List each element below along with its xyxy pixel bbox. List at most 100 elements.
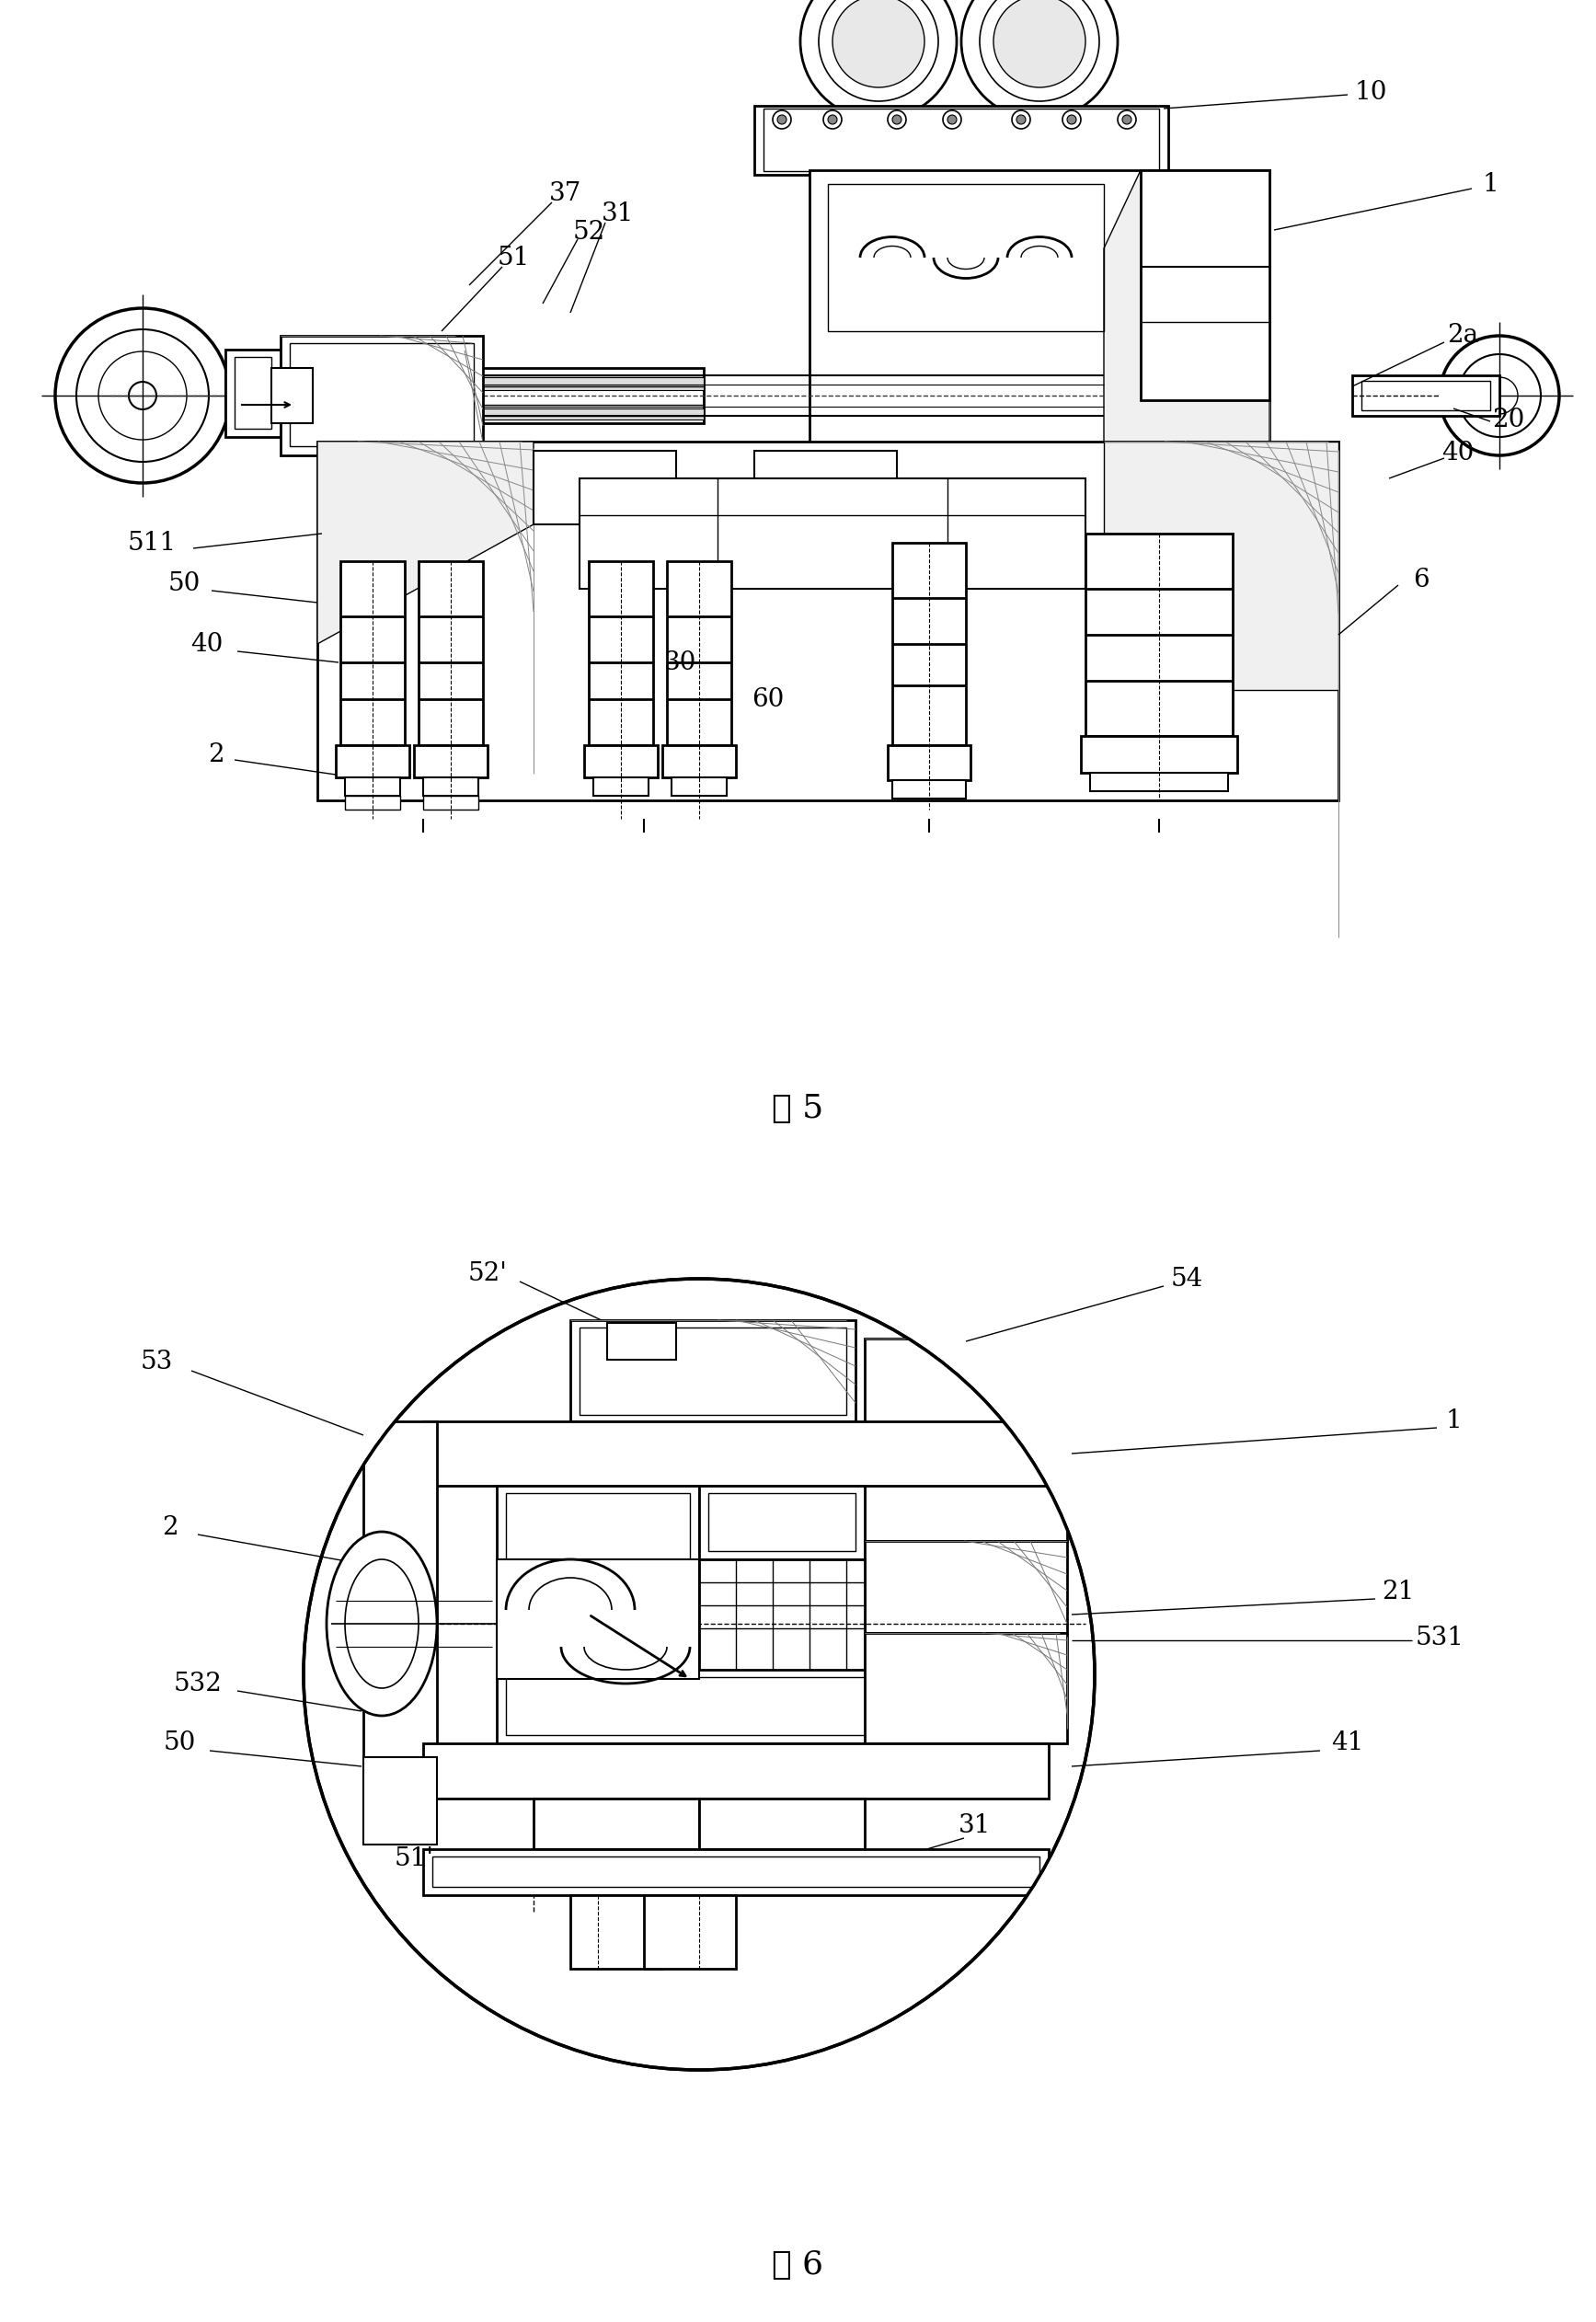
Text: 41: 41 <box>1331 1730 1365 1755</box>
Circle shape <box>1017 116 1026 123</box>
Text: 40: 40 <box>190 632 223 657</box>
Bar <box>364 1421 437 1772</box>
Bar <box>699 1560 865 1679</box>
Text: 2a: 2a <box>1448 323 1478 348</box>
Bar <box>579 1328 846 1414</box>
Circle shape <box>56 309 230 483</box>
Bar <box>865 1632 1068 1744</box>
Circle shape <box>303 1279 1095 2069</box>
Circle shape <box>1459 355 1540 437</box>
Text: 51: 51 <box>496 246 530 269</box>
Text: 531: 531 <box>1416 1625 1464 1651</box>
Circle shape <box>1068 116 1076 123</box>
Text: 40: 40 <box>1441 441 1475 464</box>
Bar <box>271 367 313 423</box>
Bar <box>413 745 487 778</box>
Text: 2: 2 <box>207 743 225 766</box>
Bar <box>809 170 1269 446</box>
Bar <box>709 1493 855 1551</box>
Bar <box>667 562 731 745</box>
Bar <box>887 745 970 780</box>
Bar <box>225 367 704 423</box>
Bar <box>755 107 1168 174</box>
Bar <box>345 796 401 810</box>
Bar <box>506 1676 1039 1735</box>
Bar <box>364 1758 437 1844</box>
Bar <box>335 745 409 778</box>
Circle shape <box>1063 111 1080 128</box>
Bar <box>1361 381 1491 411</box>
Bar <box>892 543 966 745</box>
Circle shape <box>828 116 836 123</box>
Text: 53: 53 <box>140 1349 172 1375</box>
Bar <box>699 1486 865 1560</box>
Text: 50: 50 <box>168 571 200 597</box>
Circle shape <box>892 116 902 123</box>
Circle shape <box>800 0 956 121</box>
Circle shape <box>961 0 1117 121</box>
Circle shape <box>129 381 156 409</box>
Text: 6: 6 <box>1412 567 1430 592</box>
Bar <box>423 1421 1049 1486</box>
Text: 37: 37 <box>549 181 583 207</box>
Circle shape <box>1117 111 1136 128</box>
Polygon shape <box>318 441 533 643</box>
Bar <box>1090 773 1227 792</box>
Bar <box>506 1493 689 1663</box>
Polygon shape <box>1104 441 1339 690</box>
Circle shape <box>772 111 792 128</box>
Text: 50: 50 <box>163 1730 196 1755</box>
Text: 1: 1 <box>1483 172 1499 197</box>
Bar <box>1080 736 1237 773</box>
Text: 30: 30 <box>664 650 697 676</box>
Text: 52: 52 <box>573 218 605 244</box>
Bar <box>533 450 677 525</box>
Text: 21: 21 <box>1382 1579 1414 1605</box>
Bar <box>225 409 704 420</box>
Bar <box>1352 376 1499 416</box>
Bar <box>345 778 401 796</box>
Bar <box>662 745 736 778</box>
Bar <box>865 1542 1068 1632</box>
Text: 532: 532 <box>174 1672 222 1695</box>
Polygon shape <box>496 1560 699 1679</box>
Bar <box>865 1337 1068 1542</box>
Bar <box>533 1800 699 1848</box>
Text: 54: 54 <box>1170 1265 1203 1291</box>
Bar <box>496 1670 1049 1744</box>
Text: 图 5: 图 5 <box>772 1094 824 1124</box>
Bar <box>828 183 1104 332</box>
Text: 10: 10 <box>1355 79 1387 104</box>
Text: 60: 60 <box>752 687 784 711</box>
Text: 31: 31 <box>602 202 635 228</box>
Circle shape <box>77 330 209 462</box>
Bar <box>423 1744 1049 1800</box>
Bar <box>290 344 474 446</box>
Circle shape <box>1440 337 1559 455</box>
Text: 51': 51' <box>394 1846 434 1872</box>
Bar <box>225 376 704 390</box>
Bar <box>1141 170 1269 399</box>
Circle shape <box>980 0 1100 102</box>
Text: 52': 52' <box>468 1261 508 1286</box>
Bar <box>1085 534 1232 736</box>
Text: 31: 31 <box>959 1813 991 1839</box>
Bar <box>699 1800 865 1848</box>
Bar <box>423 1848 1049 1895</box>
Bar <box>570 1321 855 1421</box>
Bar <box>584 745 658 778</box>
Bar <box>594 778 648 796</box>
Bar <box>755 450 897 525</box>
Polygon shape <box>1104 170 1269 497</box>
Circle shape <box>1012 111 1031 128</box>
Text: 2: 2 <box>163 1514 179 1539</box>
Circle shape <box>1481 376 1518 413</box>
Circle shape <box>1122 116 1132 123</box>
Bar <box>225 351 281 437</box>
Circle shape <box>887 111 907 128</box>
Bar <box>340 562 405 745</box>
Circle shape <box>99 351 187 439</box>
Bar <box>892 780 966 799</box>
Bar <box>318 441 1339 801</box>
Bar <box>589 562 653 745</box>
